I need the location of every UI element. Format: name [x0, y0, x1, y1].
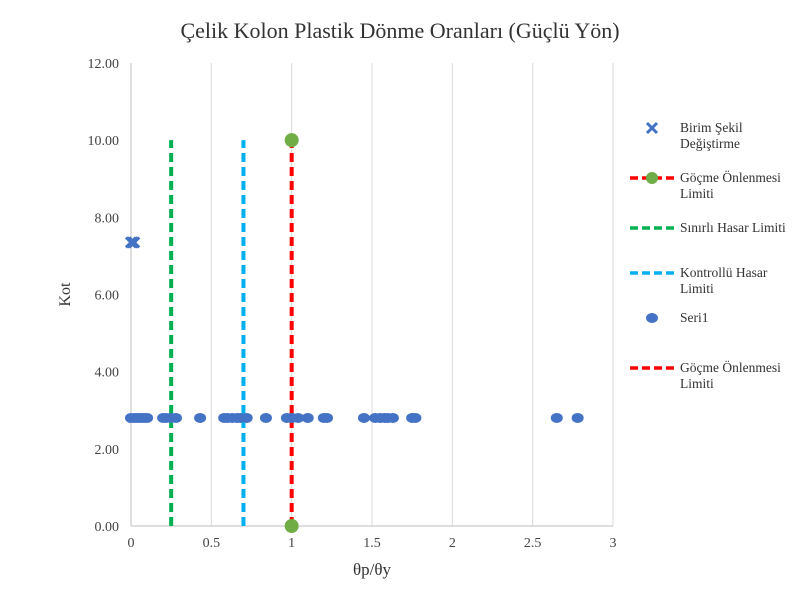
x-tick-label: 2.5: [524, 536, 542, 551]
x-tick-label: 2: [449, 536, 456, 551]
x-tick-label: 0.5: [203, 536, 221, 551]
data-point: [321, 412, 334, 423]
legend-swatch: [630, 226, 674, 230]
y-tick-label: 12.00: [88, 57, 120, 72]
x-tick-label: 1: [288, 536, 295, 551]
data-point: [194, 412, 207, 423]
data-point: [357, 412, 370, 423]
y-tick-label: 6.00: [95, 289, 120, 304]
data-point: [128, 236, 141, 249]
limit-marker: [284, 519, 299, 533]
y-tick-label: 4.00: [95, 366, 120, 381]
data-point: [409, 412, 422, 423]
legend-swatch: [646, 313, 658, 323]
legend-mark: [646, 313, 658, 323]
x-tick-label: 3: [610, 536, 617, 551]
legend-label: Kontrollü Hasar Limiti: [680, 265, 768, 296]
legend-label: Göçme Önlenmesi Limiti: [680, 170, 781, 201]
legend-label: Sınırlı Hasar Limiti: [680, 220, 786, 235]
legend-swatch: [630, 271, 674, 275]
data-point: [169, 412, 182, 423]
series-1: [284, 133, 299, 533]
data-point: [386, 412, 399, 423]
legend-swatch: [630, 172, 674, 184]
legend-swatch: [630, 366, 674, 370]
x-tick-label: 1.5: [363, 536, 381, 551]
data-point: [259, 412, 272, 423]
series-0: [124, 236, 141, 249]
x-axis-label: θp/θy: [353, 560, 392, 579]
series-4: [125, 412, 584, 423]
legend-mark: [645, 121, 659, 135]
data-point: [240, 412, 253, 423]
y-tick-label: 0.00: [95, 520, 120, 535]
legend-swatch: [645, 121, 659, 135]
limit-marker: [284, 133, 299, 148]
chart-title: Çelik Kolon Plastik Dönme Oranları (Güçl…: [180, 18, 620, 43]
legend-mark: [646, 172, 658, 184]
y-axis-label: Kot: [57, 282, 74, 307]
y-tick-label: 8.00: [95, 211, 120, 226]
data-point: [550, 412, 563, 423]
legend-label: Göçme Önlenmesi Limiti: [680, 360, 781, 391]
x-tick-label: 0: [128, 536, 135, 551]
legend-label: Birim Şekil Değiştirme: [680, 120, 743, 151]
legend-label: Seri1: [680, 310, 709, 325]
data-point: [141, 412, 154, 423]
data-point: [292, 412, 305, 423]
data-point: [301, 412, 314, 423]
y-tick-label: 2.00: [95, 443, 120, 458]
y-tick-label: 10.00: [88, 134, 120, 149]
data-point: [571, 412, 584, 423]
